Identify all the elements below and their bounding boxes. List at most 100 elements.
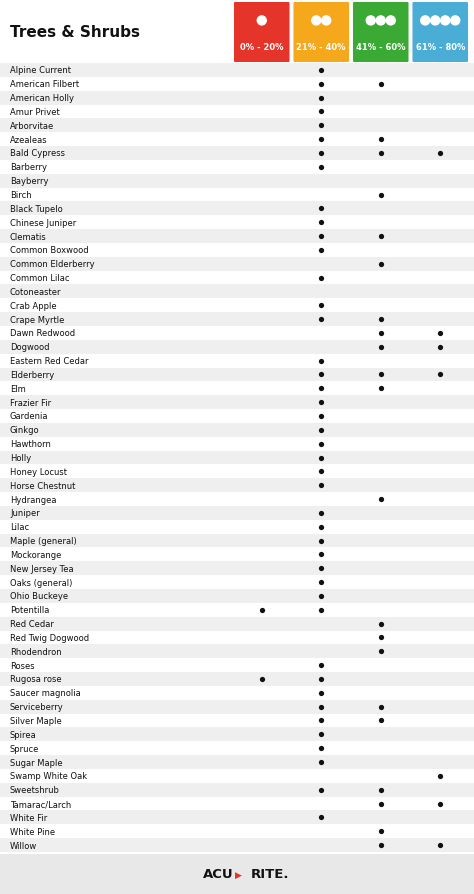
Circle shape [376, 17, 385, 26]
Circle shape [386, 17, 395, 26]
Bar [0, 424, 474, 437]
Circle shape [257, 17, 266, 26]
Bar [0, 91, 474, 105]
Text: Elderberry: Elderberry [10, 370, 54, 380]
Circle shape [312, 17, 321, 26]
Text: Rugosa rose: Rugosa rose [10, 675, 62, 684]
Text: Trees & Shrubs: Trees & Shrubs [10, 25, 140, 40]
FancyBboxPatch shape [293, 3, 349, 63]
Text: Dogwood: Dogwood [10, 343, 49, 352]
Text: Common Elderberry: Common Elderberry [10, 260, 95, 269]
Text: Sweetshrub: Sweetshrub [10, 785, 60, 795]
Text: ACU: ACU [203, 867, 234, 881]
Text: Red Cedar: Red Cedar [10, 620, 54, 628]
Text: Crape Myrtle: Crape Myrtle [10, 316, 64, 325]
Text: Bald Cypress: Bald Cypress [10, 149, 65, 158]
Text: Elm: Elm [10, 384, 26, 393]
Text: Horse Chestnut: Horse Chestnut [10, 481, 75, 490]
Text: Barberry: Barberry [10, 163, 47, 173]
Text: 0% - 20%: 0% - 20% [240, 43, 283, 52]
FancyBboxPatch shape [412, 3, 468, 63]
Bar [0, 368, 474, 382]
Text: Juniper: Juniper [10, 509, 40, 518]
Text: Oaks (general): Oaks (general) [10, 578, 73, 587]
Text: Hydrangea: Hydrangea [10, 495, 56, 504]
Bar [0, 119, 474, 133]
Bar [0, 147, 474, 161]
Bar [0, 534, 474, 548]
Text: 41% - 60%: 41% - 60% [356, 43, 405, 52]
Bar [0, 672, 474, 686]
Text: Serviceberry: Serviceberry [10, 703, 64, 712]
Bar [0, 341, 474, 354]
Bar [0, 854, 474, 894]
Text: Honey Locust: Honey Locust [10, 468, 67, 477]
Text: American Holly: American Holly [10, 94, 74, 103]
Bar [0, 257, 474, 271]
Bar [0, 728, 474, 741]
Text: Spirea: Spirea [10, 730, 37, 739]
Text: Sugar Maple: Sugar Maple [10, 758, 63, 767]
Circle shape [366, 17, 375, 26]
Text: Black Tupelo: Black Tupelo [10, 205, 63, 214]
Bar [0, 700, 474, 713]
Bar [0, 174, 474, 189]
FancyBboxPatch shape [353, 3, 409, 63]
Text: Rhodendron: Rhodendron [10, 647, 62, 656]
Text: Common Lilac: Common Lilac [10, 274, 70, 283]
FancyBboxPatch shape [234, 3, 290, 63]
Text: 21% - 40%: 21% - 40% [297, 43, 346, 52]
Text: Spruce: Spruce [10, 744, 39, 753]
Text: Amur Privet: Amur Privet [10, 108, 60, 117]
Text: Ohio Buckeye: Ohio Buckeye [10, 592, 68, 601]
Text: American Filbert: American Filbert [10, 80, 79, 89]
Bar [0, 506, 474, 520]
Circle shape [441, 17, 450, 26]
Text: Cotoneaster: Cotoneaster [10, 288, 62, 297]
Bar [0, 285, 474, 299]
Bar [0, 755, 474, 769]
Bar [0, 396, 474, 409]
Text: Common Boxwood: Common Boxwood [10, 246, 89, 255]
Text: Potentilla: Potentilla [10, 605, 49, 614]
Text: Birch: Birch [10, 190, 32, 199]
Text: Bayberry: Bayberry [10, 177, 48, 186]
Bar [0, 617, 474, 631]
Text: Ginkgo: Ginkgo [10, 426, 40, 434]
Bar [0, 202, 474, 216]
Text: White Fir: White Fir [10, 813, 47, 822]
Text: Lilac: Lilac [10, 523, 29, 532]
Text: Eastern Red Cedar: Eastern Red Cedar [10, 357, 89, 366]
Bar [0, 313, 474, 326]
Text: Frazier Fir: Frazier Fir [10, 398, 51, 407]
Text: 61% - 80%: 61% - 80% [416, 43, 465, 52]
Bar [0, 589, 474, 603]
Bar [0, 839, 474, 852]
Text: Swamp White Oak: Swamp White Oak [10, 772, 87, 780]
Text: Red Twig Dogwood: Red Twig Dogwood [10, 633, 89, 642]
Text: Maple (general): Maple (general) [10, 536, 77, 545]
Text: White Pine: White Pine [10, 827, 55, 836]
Text: Tamarac/Larch: Tamarac/Larch [10, 799, 71, 808]
Text: Chinese Juniper: Chinese Juniper [10, 218, 76, 227]
Text: Crab Apple: Crab Apple [10, 301, 56, 310]
Bar [0, 645, 474, 659]
Circle shape [322, 17, 331, 26]
Text: RITE.: RITE. [251, 867, 290, 881]
Text: Azealeas: Azealeas [10, 136, 47, 145]
Text: Gardenia: Gardenia [10, 412, 48, 421]
Text: Holly: Holly [10, 453, 31, 462]
Text: Willow: Willow [10, 840, 37, 849]
Bar [0, 230, 474, 244]
Bar [0, 478, 474, 493]
Bar [0, 811, 474, 824]
Circle shape [451, 17, 460, 26]
Text: ▶: ▶ [235, 870, 242, 879]
Circle shape [431, 17, 440, 26]
Text: Roses: Roses [10, 661, 35, 670]
Bar [0, 451, 474, 465]
Text: Dawn Redwood: Dawn Redwood [10, 329, 75, 338]
Bar [0, 64, 474, 78]
Text: New Jersey Tea: New Jersey Tea [10, 564, 73, 573]
Text: Alpine Current: Alpine Current [10, 66, 71, 75]
